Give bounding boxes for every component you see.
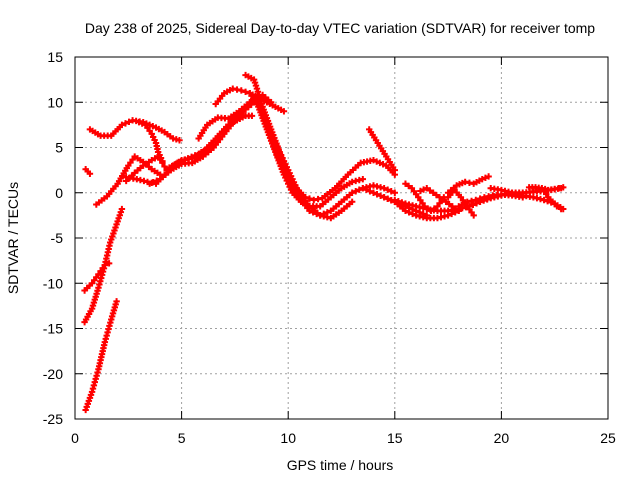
x-tick-label: 25 [600,430,616,446]
y-tick-label: 15 [47,49,63,65]
data-point [380,185,388,192]
sample-marker [366,188,374,195]
data-point [101,261,109,269]
data-point [105,260,113,267]
data-point [476,198,484,205]
data-point [370,189,377,196]
data-point [359,175,367,183]
sample-marker [306,195,313,202]
data-point [485,173,492,180]
data-point [159,157,166,165]
chart-title: Day 238 of 2025, Sidereal Day-to-day VTE… [85,20,595,36]
data-point [553,203,561,210]
sample-marker [352,188,359,195]
sample-marker [469,201,477,209]
data-point [118,121,126,129]
sample-marker [483,195,491,202]
sample-marker [409,210,416,218]
tick-layer: 0 5 10 15 20 25 -25 -20 -15 -10 -5 0 5 10 15 [43,49,616,446]
y-tick-label: -20 [43,366,63,382]
sample-marker [473,200,480,207]
data-point [380,194,388,201]
data-point [391,196,398,204]
data-point [113,298,120,305]
x-tick-label: 10 [280,430,296,446]
data-point [391,189,398,196]
sample-marker [122,120,129,127]
data-point [348,189,356,196]
data-point [118,205,126,213]
y-tick-label: 5 [55,140,63,156]
sample-marker [388,188,395,195]
y-tick-label: 10 [47,94,63,110]
data-layer [81,71,567,414]
x-axis-title: GPS time / hours [287,457,394,473]
data-point [348,198,356,205]
x-tick-label: 15 [387,430,403,446]
data-point [359,185,367,192]
sample-marker [356,186,363,193]
data-point [557,185,565,192]
data-point [391,166,398,174]
data-point [248,112,256,120]
sample-marker [480,197,487,204]
sample-marker [177,158,185,165]
y-tick-label: -10 [43,275,63,291]
sample-marker [242,88,249,96]
data-point [470,212,477,219]
x-tick-label: 20 [494,430,510,446]
sample-marker [153,177,160,184]
y-tick-label: -15 [43,321,63,337]
y-tick-label: -25 [43,411,63,427]
sample-marker [405,209,413,216]
data-point [86,170,94,177]
sample-marker [377,192,384,199]
data-point [176,137,183,144]
sample-marker [398,199,406,206]
data-point [466,203,473,210]
sample-marker [363,186,370,193]
sample-marker [149,178,157,186]
data-point [540,196,548,204]
data-point [280,108,288,115]
data-point [174,159,181,167]
data-point [402,207,409,215]
sample-marker [384,195,391,202]
data-point [146,180,153,187]
sample-marker [395,197,402,205]
y-tick-label: 0 [55,185,63,201]
x-tick-label: 5 [178,430,186,446]
sample-marker [125,118,133,126]
x-tick-label: 0 [71,430,79,446]
sample-marker [181,156,188,164]
sample-marker [373,191,381,198]
data-point [557,205,565,213]
data-point [238,87,245,94]
y-tick-label: -5 [51,230,64,246]
sample-marker [384,186,391,193]
y-axis-title: SDTVAR / TECUs [5,182,21,294]
grid-layer [75,57,608,419]
